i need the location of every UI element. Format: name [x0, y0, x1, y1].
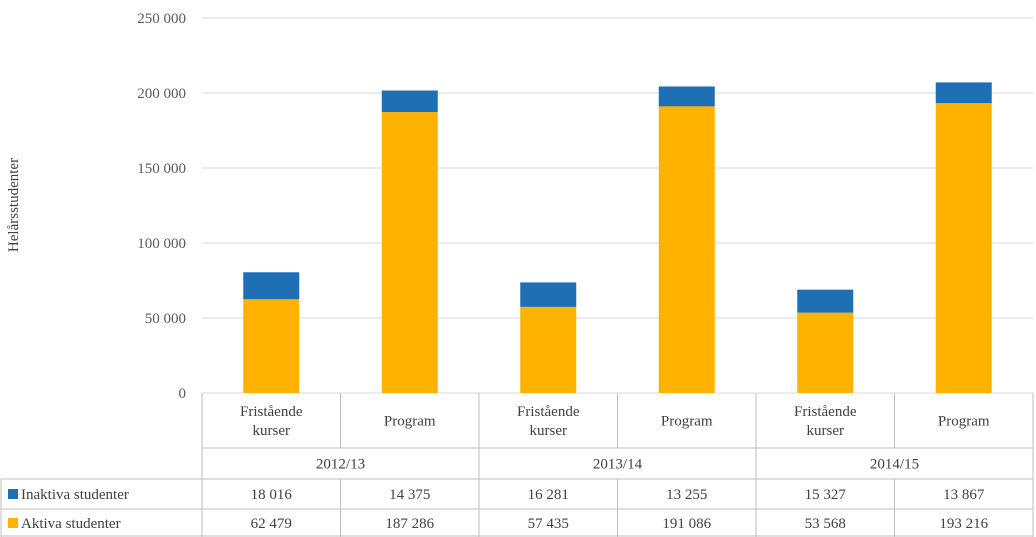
legend-label: Inaktiva studenter — [21, 487, 129, 503]
data-value: 57 435 — [528, 516, 569, 532]
bar-segment — [935, 103, 992, 394]
group-label: 2014/15 — [870, 457, 919, 473]
bar-segment — [243, 299, 300, 393]
data-value: 13 255 — [666, 487, 707, 503]
bar-segment — [797, 312, 854, 393]
data-value: 193 216 — [939, 516, 988, 532]
data-value: 14 375 — [389, 487, 430, 503]
data-value: 13 867 — [943, 487, 985, 503]
bar-segment — [797, 289, 854, 313]
y-tick-label: 0 — [179, 386, 187, 402]
y-tick-label: 250 000 — [137, 11, 186, 27]
bar-segment — [381, 90, 438, 113]
y-tick-label: 100 000 — [137, 236, 186, 252]
data-table: Fristående kurser Program Fristående kurser P… — [0, 393, 1034, 537]
group-label: 2012/13 — [316, 457, 365, 473]
y-tick-label: 200 000 — [137, 86, 186, 102]
data-value: 62 479 — [251, 516, 292, 532]
data-value: 18 016 — [251, 487, 293, 503]
category-label: Program — [661, 414, 713, 430]
category-label: Fristående — [794, 404, 857, 420]
y-tick-label: 150 000 — [137, 161, 186, 177]
bar-segment — [658, 86, 715, 107]
bars — [243, 82, 992, 394]
bar-segment — [381, 112, 438, 394]
category-label: Fristående — [517, 404, 580, 420]
y-axis-label: Helårsstudenter — [6, 158, 22, 252]
category-label: kurser — [253, 423, 291, 439]
category-label: kurser — [807, 423, 845, 439]
bar-segment — [658, 106, 715, 393]
y-axis-ticks: 0 50 000 100 000 150 000 200 000 250 000 — [137, 11, 186, 402]
data-value: 187 286 — [385, 516, 434, 532]
category-label: Program — [938, 414, 990, 430]
data-value: 53 568 — [805, 516, 846, 532]
y-tick-label: 50 000 — [145, 311, 186, 327]
category-label: kurser — [530, 423, 568, 439]
category-label: Program — [384, 414, 436, 430]
group-label: 2013/14 — [593, 457, 643, 473]
gridlines — [202, 17, 1033, 394]
bar-segment — [243, 272, 300, 300]
category-label: Fristående — [240, 404, 303, 420]
legend-label: Aktiva studenter — [21, 516, 121, 532]
data-value: 16 281 — [528, 487, 569, 503]
legend-swatch — [8, 489, 18, 499]
data-value: 15 327 — [805, 487, 847, 503]
bar-segment — [520, 282, 577, 307]
bar-segment — [520, 306, 577, 393]
legend-swatch — [8, 518, 18, 528]
data-value: 191 086 — [662, 516, 711, 532]
bar-segment — [935, 82, 992, 104]
